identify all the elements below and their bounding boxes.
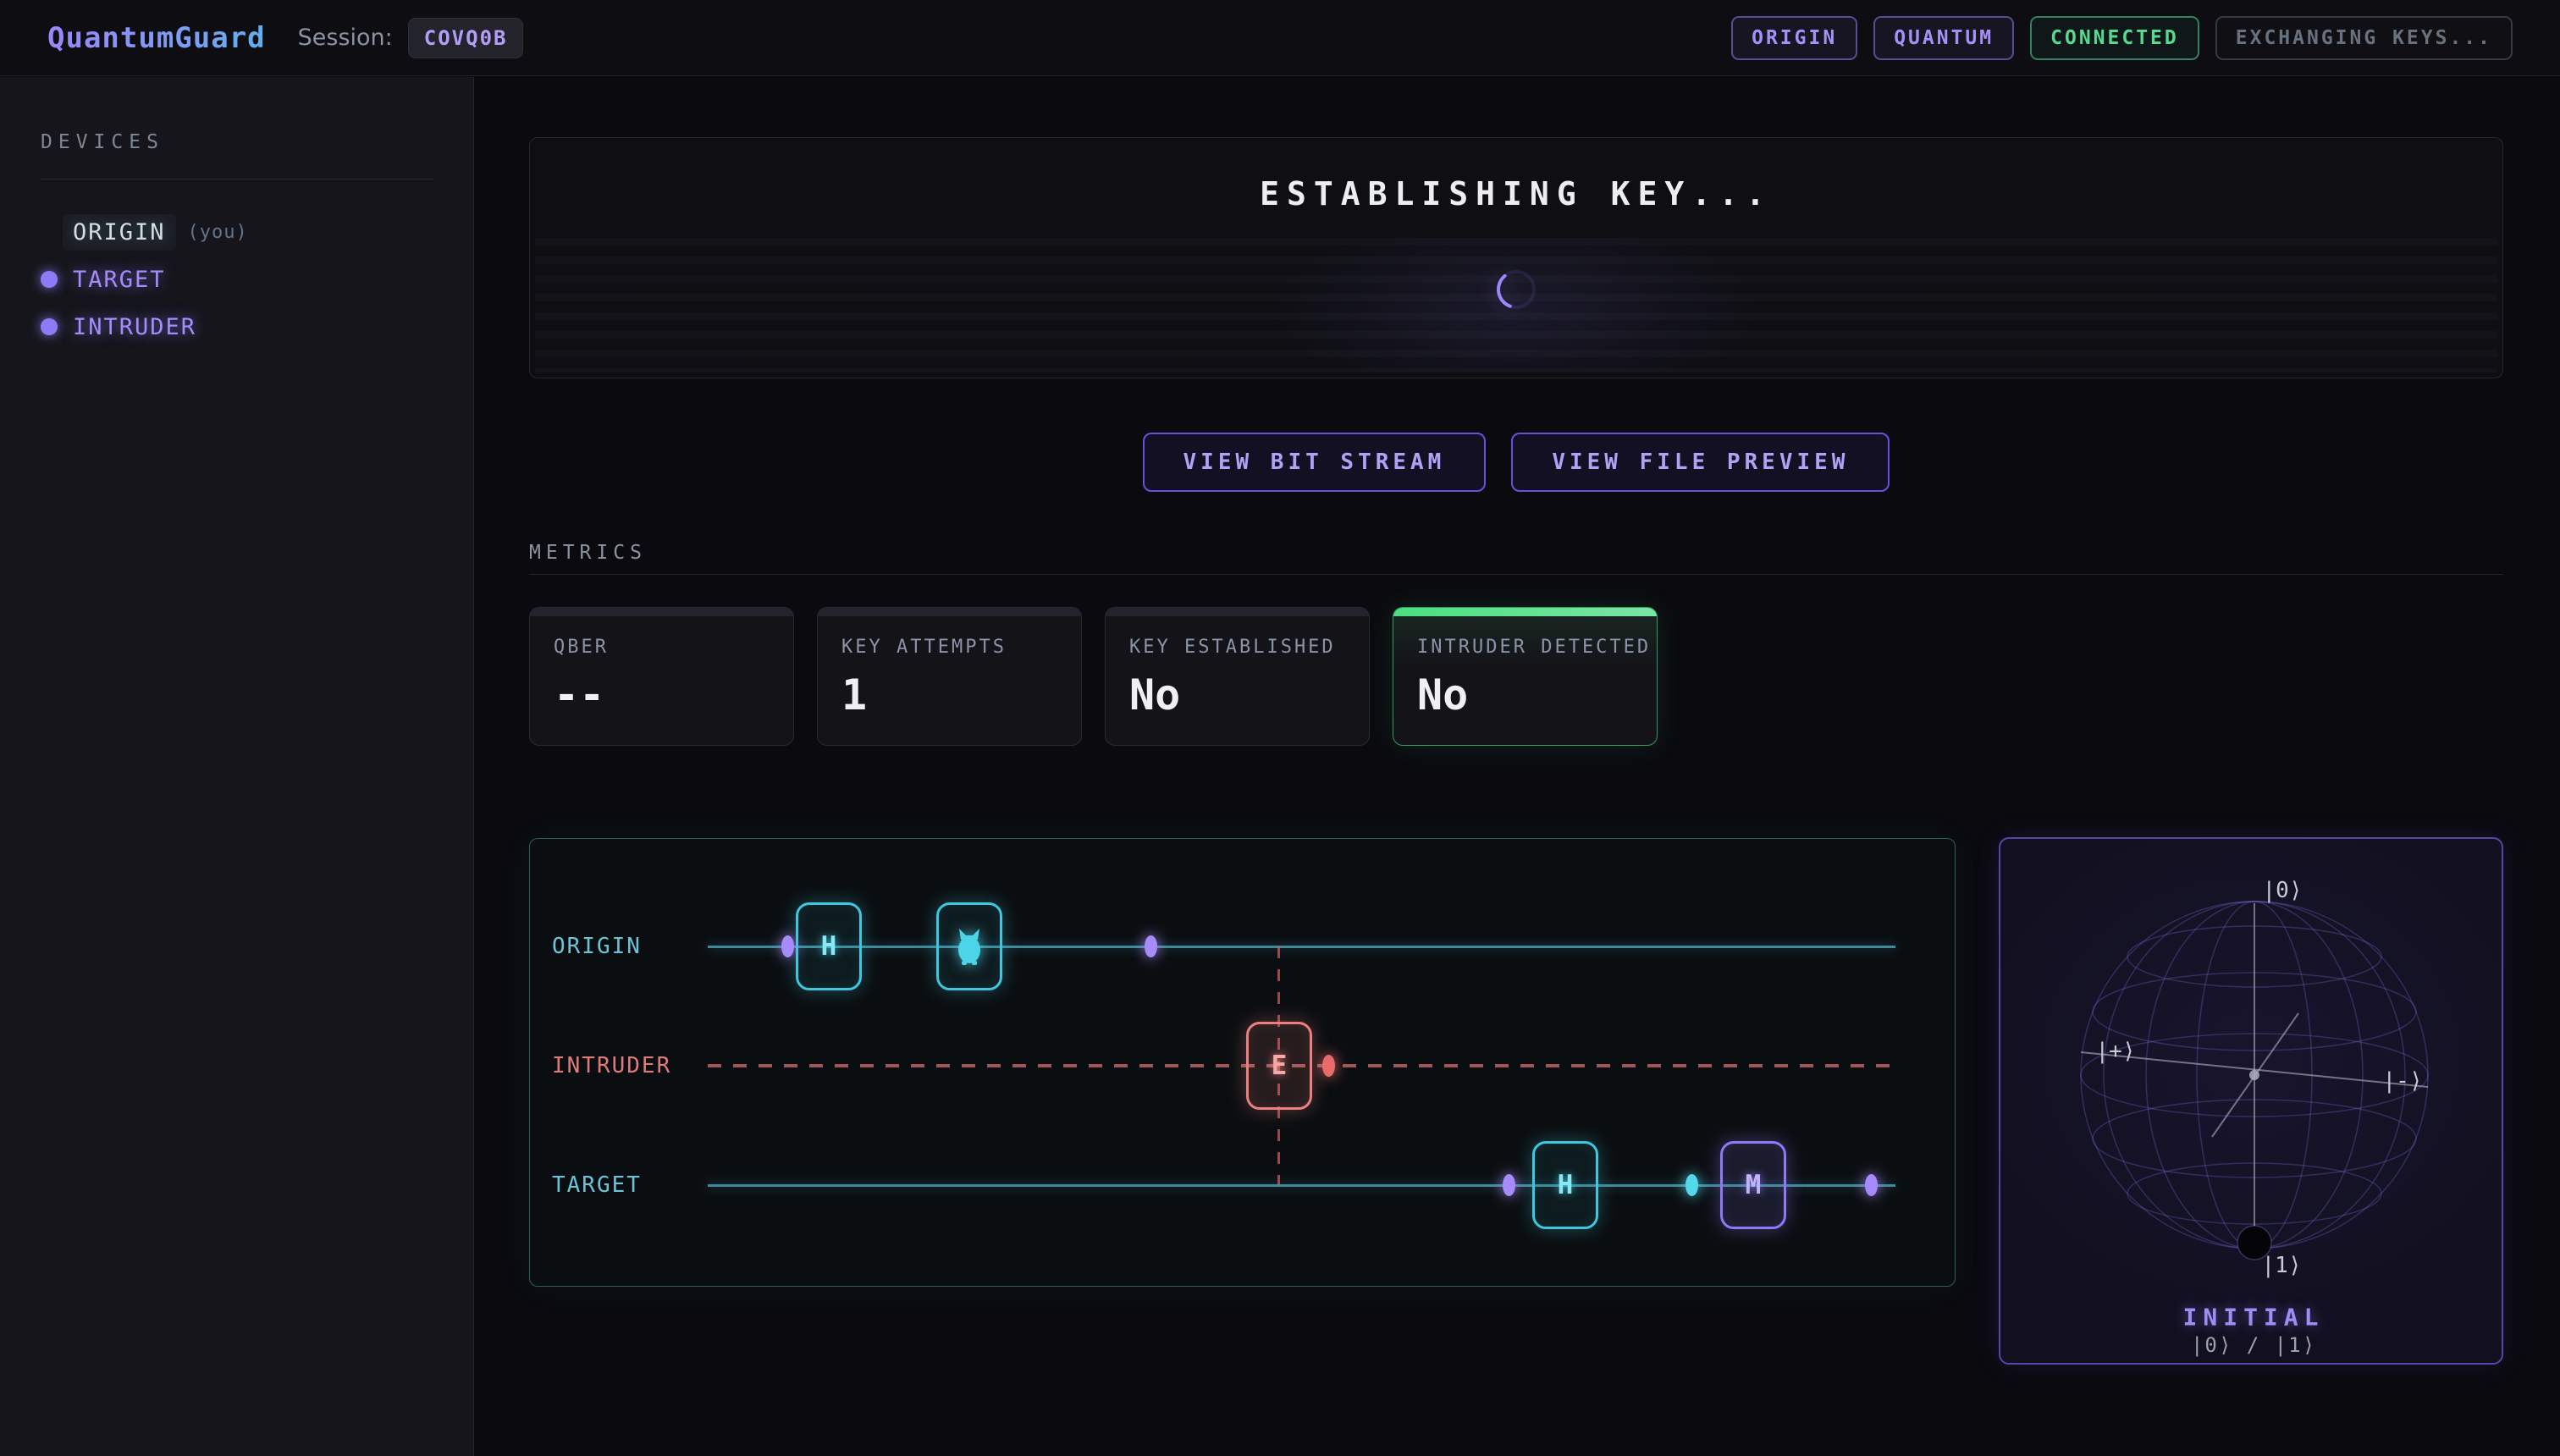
actions-row: VIEW BIT STREAM VIEW FILE PREVIEW: [529, 433, 2503, 492]
metric-card-key-attempts: KEY ATTEMPTS 1: [817, 607, 1082, 746]
origin-photon-gate: [936, 902, 1002, 990]
sphere-center-dot: [2249, 1070, 2259, 1080]
qubit-dot: [1145, 935, 1157, 957]
bloch-label-ket0: |0⟩: [2262, 878, 2303, 903]
bloch-sphere-panel: |0⟩ |1⟩ |+⟩ |-⟩ INITIAL |0⟩ / |1⟩: [1999, 837, 2503, 1365]
session-id-badge: COVQ0B: [407, 17, 524, 58]
top-bar: QuantumGuard Session: COVQ0B ORIGIN QUAN…: [0, 0, 2560, 76]
intruder-wire-dashed: [708, 1064, 1895, 1067]
device-item-target[interactable]: TARGET: [41, 256, 433, 303]
qubit-dot: [781, 935, 794, 957]
device-label: TARGET: [73, 266, 166, 293]
metric-card-key-established: KEY ESTABLISHED No: [1105, 607, 1370, 746]
device-item-origin[interactable]: ORIGIN (you): [41, 208, 433, 256]
metric-value: No: [1417, 670, 1469, 720]
gate-letter: H: [820, 931, 837, 962]
photon-blob-icon: [958, 929, 980, 965]
role-badge-origin: ORIGIN: [1731, 15, 1858, 60]
app-logo: QuantumGuard: [47, 20, 266, 55]
card-top-strip: [1393, 608, 1657, 616]
device-label: INTRUDER: [73, 313, 197, 340]
gate-letter: H: [1557, 1170, 1574, 1200]
device-status-dot: [41, 223, 58, 240]
devices-sidebar: DEVICES ORIGIN (you) TARGET INTRUDER: [0, 77, 474, 1456]
circuit-row-label-origin: ORIGIN: [552, 934, 642, 959]
bloch-label-ket-minus: |-⟩: [2382, 1068, 2423, 1094]
quantum-circuit-panel: ORIGIN INTRUDER TARGET H E H M: [529, 838, 1956, 1287]
devices-heading: DEVICES: [41, 131, 164, 153]
loading-spinner-icon: [1497, 270, 1536, 309]
session-label: Session:: [297, 25, 393, 51]
target-hadamard-gate: H: [1532, 1141, 1598, 1229]
bloch-caption: INITIAL: [2182, 1303, 2325, 1332]
device-label: ORIGIN: [63, 213, 176, 251]
bloch-sphere-wireframe: [2080, 901, 2429, 1260]
view-file-preview-button[interactable]: VIEW FILE PREVIEW: [1511, 433, 1890, 492]
origin-hadamard-gate: H: [796, 902, 862, 990]
bloch-state-readout: |0⟩ / |1⟩: [2190, 1333, 2317, 1357]
metric-label: INTRUDER DETECTED: [1417, 637, 1652, 658]
origin-wire: [708, 946, 1895, 948]
device-status-dot: [41, 318, 58, 335]
device-list: ORIGIN (you) TARGET INTRUDER: [41, 208, 433, 350]
circuit-row-label-intruder: INTRUDER: [552, 1053, 672, 1078]
device-item-intruder[interactable]: INTRUDER: [41, 303, 433, 350]
qubit-state-marker: [2237, 1225, 2272, 1260]
card-top-strip: [818, 608, 1081, 616]
metric-label: KEY ATTEMPTS: [841, 637, 1007, 658]
intercept-dashed-connector: [1277, 946, 1280, 1185]
activity-status-badge: EXCHANGING KEYS...: [2215, 15, 2513, 60]
metrics-cards: QBER -- KEY ATTEMPTS 1 KEY ESTABLISHED N…: [529, 607, 1658, 746]
qubit-dot: [1503, 1174, 1515, 1196]
device-status-dot: [41, 271, 58, 288]
metric-value: --: [554, 670, 605, 720]
intercepted-qubit-dot: [1322, 1055, 1335, 1077]
scanline-overlay: [535, 238, 2497, 372]
metric-value: No: [1129, 670, 1181, 720]
metric-card-qber: QBER --: [529, 607, 794, 746]
qubit-dot: [1865, 1174, 1878, 1196]
qubit-dot: [1686, 1174, 1698, 1196]
device-you-suffix: (you): [187, 221, 248, 243]
view-bit-stream-button[interactable]: VIEW BIT STREAM: [1142, 433, 1487, 492]
card-top-strip: [530, 608, 793, 616]
connection-status-badge: CONNECTED: [2030, 15, 2199, 60]
metrics-divider: [529, 574, 2503, 575]
gate-letter: E: [1271, 1051, 1288, 1081]
key-status-panel: ESTABLISHING KEY...: [529, 137, 2503, 378]
intruder-eavesdrop-gate: E: [1246, 1022, 1312, 1110]
card-top-strip: [1106, 608, 1369, 616]
circuit-row-label-target: TARGET: [552, 1172, 642, 1198]
bloch-label-ket-plus: |+⟩: [2095, 1039, 2136, 1064]
metric-value: 1: [841, 670, 868, 720]
metric-label: KEY ESTABLISHED: [1129, 637, 1336, 658]
target-wire: [708, 1184, 1895, 1187]
bloch-label-ket1: |1⟩: [2261, 1253, 2302, 1278]
metric-card-intruder-detected: INTRUDER DETECTED No: [1393, 607, 1658, 746]
target-measure-gate: M: [1720, 1141, 1786, 1229]
channel-badge-quantum: QUANTUM: [1873, 15, 2015, 60]
status-title: ESTABLISHING KEY...: [1260, 175, 1773, 212]
metrics-heading: METRICS: [529, 542, 647, 564]
metric-label: QBER: [554, 637, 609, 658]
gate-letter: M: [1745, 1170, 1762, 1200]
